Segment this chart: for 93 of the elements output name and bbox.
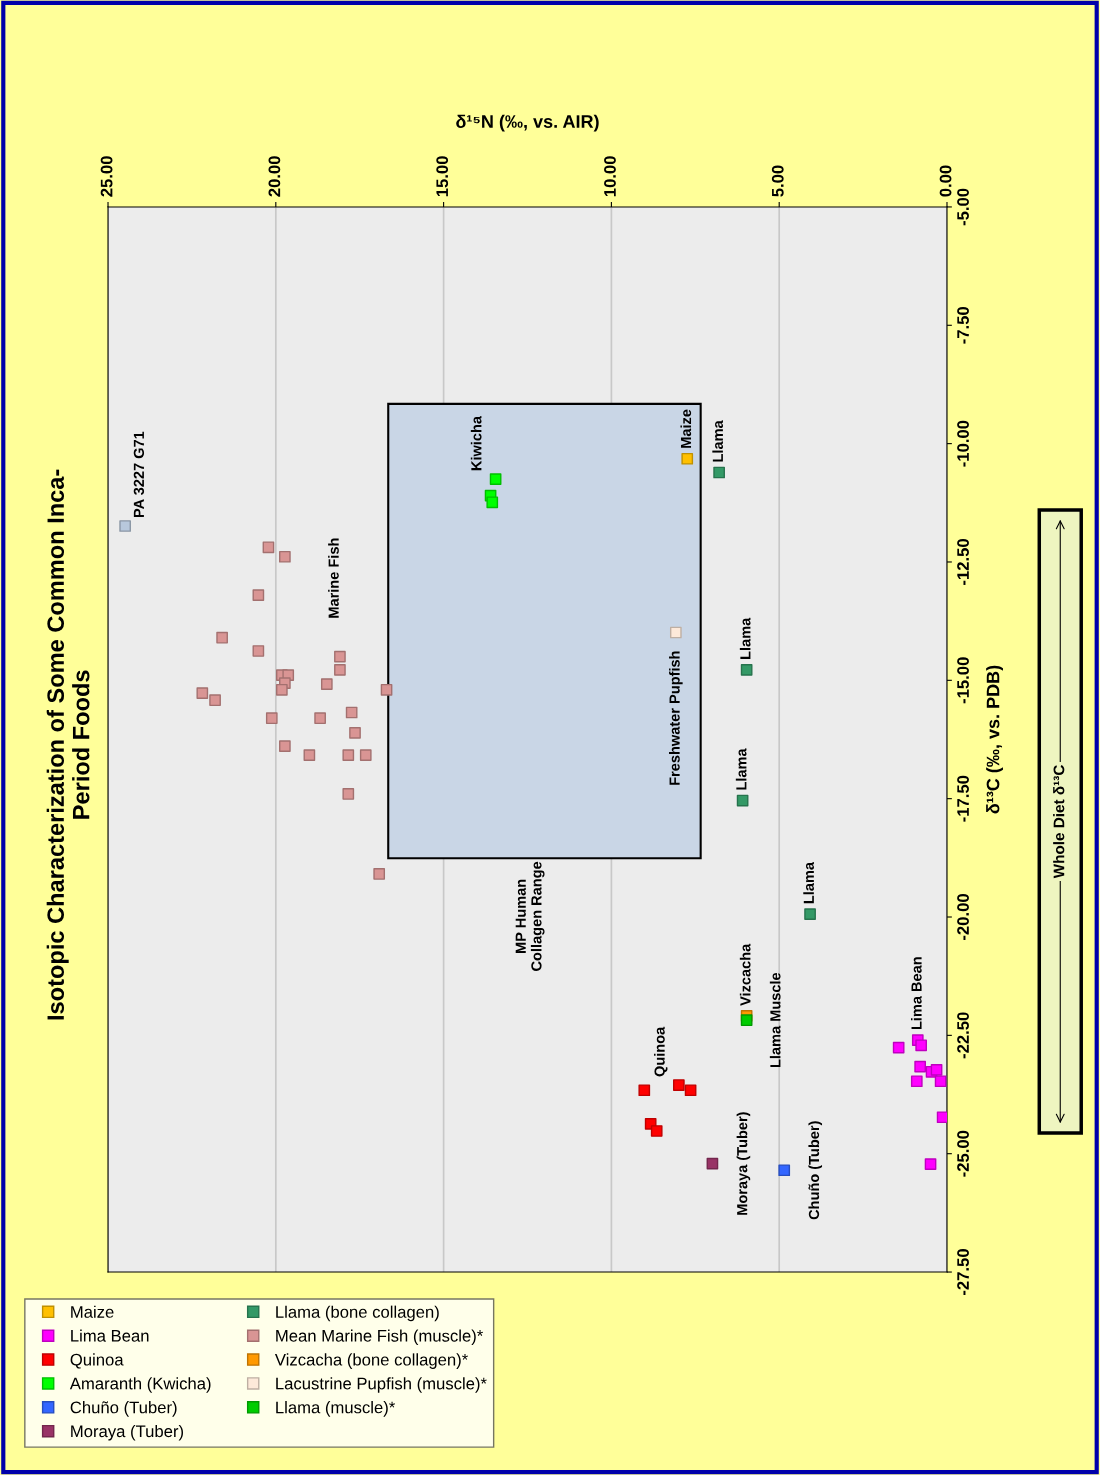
legend-label: Vizcacha (bone collagen)* bbox=[274, 1353, 468, 1369]
point bbox=[359, 749, 372, 761]
annotation: Chuño (Tuber) bbox=[808, 1121, 823, 1220]
x-tick-label: 0.00 bbox=[939, 165, 952, 197]
annotation: Llama bbox=[803, 861, 814, 904]
x-tick-label: 25.00 bbox=[100, 156, 113, 197]
y-tick-label: -25.00 bbox=[957, 1130, 969, 1177]
point bbox=[334, 650, 346, 663]
annotation: Moraya (Tuber) bbox=[736, 1112, 751, 1215]
point bbox=[119, 520, 131, 532]
legend-label: Chuño (Tuber) bbox=[70, 1401, 177, 1417]
point bbox=[684, 1084, 697, 1097]
point bbox=[320, 678, 333, 690]
y-tick-label: -17.50 bbox=[957, 775, 969, 822]
y-tick-label: -27.50 bbox=[957, 1249, 969, 1296]
point bbox=[303, 749, 316, 761]
annotation: Maize bbox=[680, 409, 692, 448]
legend-label: Lima Bean bbox=[71, 1329, 149, 1342]
annotation: Llama Muscle bbox=[769, 972, 781, 1068]
legend-label: Quinoa bbox=[70, 1353, 124, 1369]
point bbox=[915, 1039, 927, 1052]
point bbox=[373, 868, 386, 880]
annotation: Llama bbox=[739, 617, 751, 659]
point bbox=[276, 683, 288, 696]
point bbox=[638, 1084, 651, 1097]
point bbox=[265, 712, 278, 725]
point bbox=[706, 1157, 719, 1170]
point bbox=[930, 1064, 943, 1076]
point bbox=[262, 541, 275, 554]
point bbox=[252, 589, 265, 601]
legend-label: Llama (muscle)* bbox=[276, 1401, 396, 1417]
point bbox=[740, 664, 753, 676]
point bbox=[914, 1060, 926, 1073]
legend-label: Lacustrine Pupfish (muscle)* bbox=[276, 1377, 487, 1393]
legend-label: Maize bbox=[71, 1305, 114, 1318]
point bbox=[736, 794, 749, 807]
point bbox=[196, 687, 209, 699]
x-tick-label: 15.00 bbox=[436, 156, 449, 197]
y-axis-title: δ¹³C (‰, vs. PDB) bbox=[986, 665, 1003, 814]
annotation: PA 3227 G71 bbox=[133, 431, 145, 518]
annotation: Quinoa bbox=[654, 1026, 668, 1077]
point bbox=[486, 496, 499, 509]
annotation: Marine Fish bbox=[328, 538, 339, 618]
point bbox=[673, 1079, 685, 1091]
annotation: Llama bbox=[735, 748, 747, 790]
point bbox=[650, 1125, 663, 1137]
point bbox=[279, 550, 291, 563]
text: Whole Diet δ¹³C bbox=[1053, 765, 1065, 879]
point bbox=[380, 683, 393, 696]
point bbox=[209, 694, 221, 707]
legend-label: Moraya (Tuber) bbox=[71, 1424, 184, 1441]
legend-label: Llama (bone collagen) bbox=[276, 1305, 439, 1322]
point bbox=[342, 788, 355, 800]
point bbox=[252, 645, 265, 657]
point bbox=[892, 1041, 905, 1054]
point bbox=[669, 626, 682, 639]
y-tick-label: -22.50 bbox=[957, 1012, 969, 1059]
legend-label: Amaranth (Kwicha) bbox=[69, 1377, 211, 1393]
text: Isotopic Characterization of Some Common Inca- Period Foods bbox=[46, 469, 90, 1020]
annotation: Freshwater Pupfish bbox=[669, 651, 683, 785]
point bbox=[342, 749, 355, 761]
annotation: Llama bbox=[712, 420, 724, 462]
point bbox=[349, 727, 361, 739]
legend-label: Mean Marine Fish (muscle)* bbox=[276, 1329, 484, 1346]
point bbox=[713, 466, 725, 479]
point bbox=[345, 706, 358, 719]
point bbox=[314, 712, 326, 725]
point bbox=[216, 631, 228, 644]
annotation: Kiwicha bbox=[470, 415, 482, 471]
x-tick-label: 20.00 bbox=[268, 156, 281, 197]
point bbox=[910, 1075, 923, 1088]
annotation: MP Human Collagen Range bbox=[515, 861, 545, 971]
y-tick-label: -10.00 bbox=[957, 420, 969, 467]
annotation: Lima Bean bbox=[911, 957, 922, 1030]
y-tick-label: -20.00 bbox=[957, 894, 969, 940]
x-axis-title: δ¹⁵N (‰, vs. AIR) bbox=[456, 114, 599, 132]
point bbox=[934, 1075, 947, 1088]
y-tick-label: -7.50 bbox=[957, 306, 969, 344]
x-tick-label: 5.00 bbox=[771, 165, 784, 197]
y-tick-label: -5.00 bbox=[957, 188, 969, 226]
point bbox=[740, 1014, 753, 1027]
point bbox=[279, 740, 291, 752]
annotation: Vizcacha bbox=[739, 943, 751, 1006]
point bbox=[489, 473, 502, 485]
point bbox=[778, 1164, 791, 1177]
point bbox=[936, 1111, 947, 1124]
y-tick-label: -12.50 bbox=[957, 539, 969, 585]
point bbox=[924, 1158, 937, 1170]
x-tick-label: 10.00 bbox=[604, 156, 616, 197]
point bbox=[681, 452, 694, 465]
y-tick-label: -15.00 bbox=[957, 657, 969, 704]
point bbox=[804, 908, 816, 921]
point bbox=[334, 664, 346, 676]
